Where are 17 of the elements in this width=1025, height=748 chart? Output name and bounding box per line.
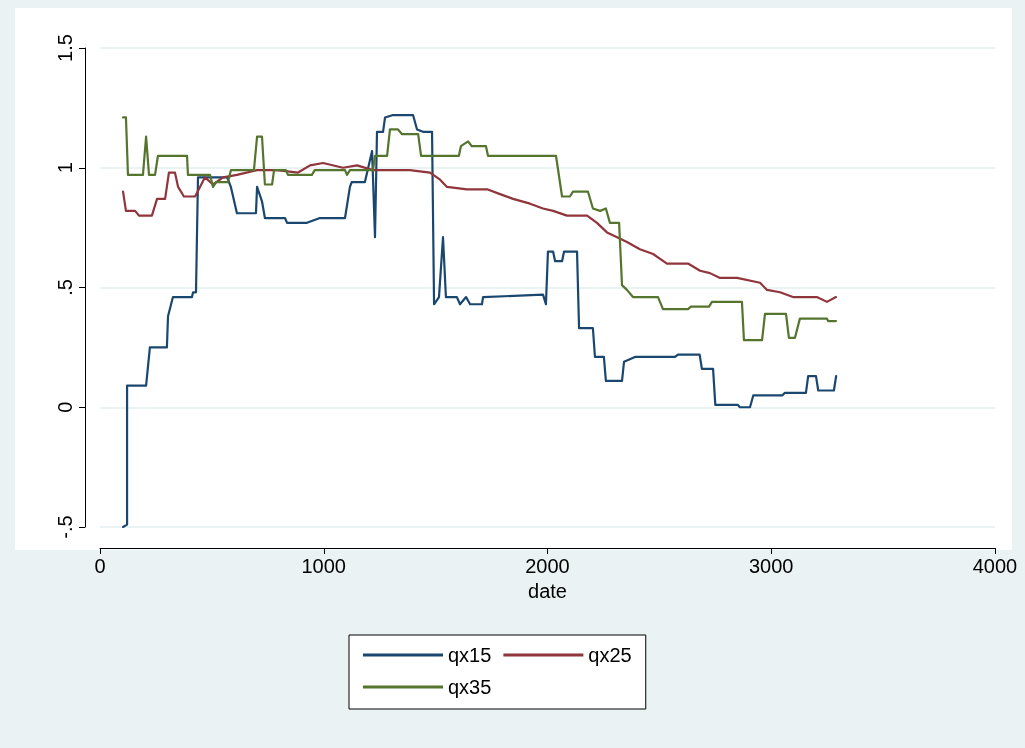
x-tick-label: 1000: [301, 555, 346, 577]
line-series: [121, 161, 838, 303]
legend-label: qx35: [448, 676, 492, 698]
x-tick-label: 0: [94, 555, 106, 577]
x-axis-title: date: [528, 579, 567, 602]
line-series: [121, 116, 838, 342]
legend-label: qx25: [588, 644, 632, 666]
x-tick-label: 2000: [525, 555, 570, 577]
x-tick-label: 4000: [972, 555, 1018, 577]
y-tick-label: 1: [54, 162, 76, 174]
legend-label: qx15: [448, 644, 492, 666]
y-tick-label: 1.5: [54, 34, 76, 62]
y-tick-label: -.5: [54, 515, 76, 539]
y-tick-label: .5: [54, 279, 76, 296]
line-series: [121, 113, 838, 529]
x-tick-label: 3000: [749, 555, 794, 577]
y-tick-label: 0: [54, 401, 76, 413]
